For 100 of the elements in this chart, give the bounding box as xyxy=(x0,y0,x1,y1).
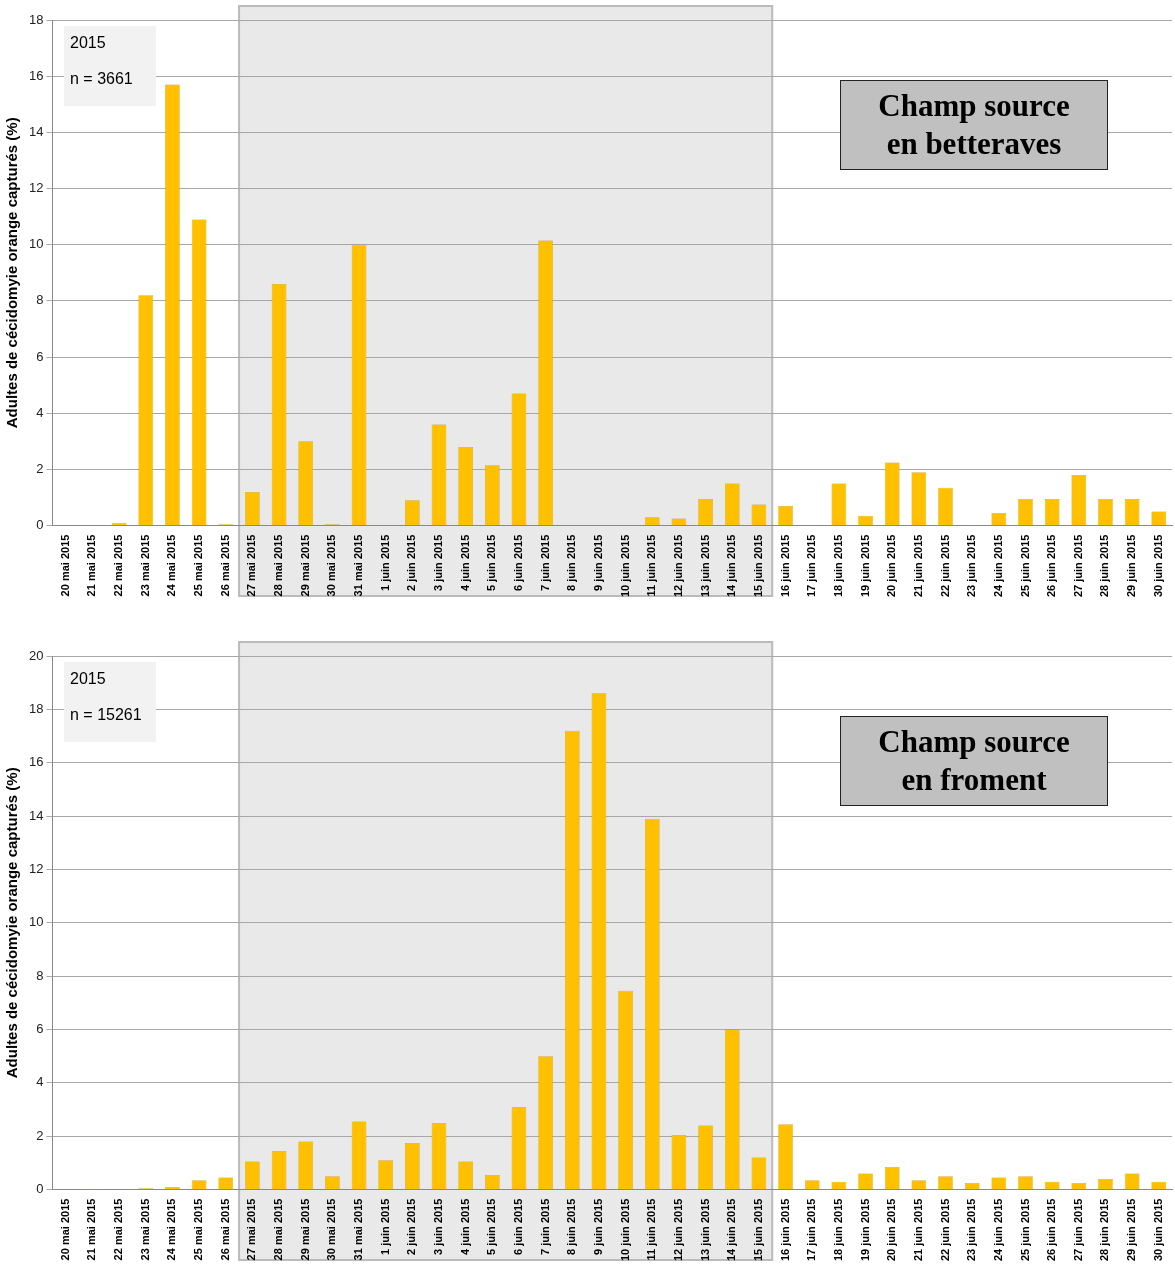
x-tick-label: 7 juin 2015 xyxy=(538,534,551,591)
y-tick-label: 8 xyxy=(36,967,44,983)
x-tick-label: 15 juin 2015 xyxy=(751,1198,764,1262)
x-tick-label: 2 juin 2015 xyxy=(405,1198,418,1255)
x-tick-label: 21 juin 2015 xyxy=(911,534,924,598)
x-tick-label: 22 juin 2015 xyxy=(938,1198,951,1262)
x-tick-label: 8 juin 2015 xyxy=(565,534,578,591)
x-tick-label: 28 juin 2015 xyxy=(1098,534,1111,598)
x-tick-label: 21 mai 2015 xyxy=(85,534,98,597)
x-tick-label: 19 juin 2015 xyxy=(858,534,871,598)
x-tick-label: 26 mai 2015 xyxy=(218,534,231,597)
y-tick-label: 0 xyxy=(36,517,44,533)
x-tick-label: 31 mai 2015 xyxy=(352,534,365,597)
x-tick-label: 17 juin 2015 xyxy=(805,1198,818,1262)
x-tick-label: 14 juin 2015 xyxy=(725,534,738,598)
x-tick-label: 24 juin 2015 xyxy=(991,1198,1004,1262)
x-tick-label: 4 juin 2015 xyxy=(458,534,471,591)
y-tick-label: 8 xyxy=(36,292,44,308)
annotation: n = 15261 xyxy=(70,706,143,724)
x-tick-label: 20 juin 2015 xyxy=(885,1198,898,1262)
x-tick-label: 3 juin 2015 xyxy=(432,1198,445,1255)
x-tick-label: 6 juin 2015 xyxy=(512,1198,525,1255)
x-tick-label: 10 juin 2015 xyxy=(618,534,631,598)
y-tick-label: 10 xyxy=(28,236,44,252)
x-tick-label: 9 juin 2015 xyxy=(591,534,604,591)
annotation: Champ source en froment xyxy=(877,723,1071,799)
y-tick-label: 18 xyxy=(28,11,44,27)
x-tick-label: 7 juin 2015 xyxy=(538,1198,551,1255)
x-tick-label: 24 mai 2015 xyxy=(165,1198,178,1261)
x-tick-label: 25 mai 2015 xyxy=(192,534,205,597)
x-tick-label: 13 juin 2015 xyxy=(698,534,711,598)
x-tick-label: 1 juin 2015 xyxy=(378,1198,391,1255)
x-tick-label: 11 juin 2015 xyxy=(645,534,658,597)
x-tick-label: 30 mai 2015 xyxy=(325,1198,338,1261)
y-tick-label: 12 xyxy=(28,180,44,196)
y-tick-label: 16 xyxy=(28,754,44,770)
x-tick-label: 27 juin 2015 xyxy=(1071,534,1084,598)
x-tick-label: 1 juin 2015 xyxy=(378,534,391,591)
x-tick-label: 9 juin 2015 xyxy=(591,1198,604,1255)
x-tick-label: 27 mai 2015 xyxy=(245,1198,258,1261)
x-tick-label: 6 juin 2015 xyxy=(512,534,525,591)
y-tick-label: 0 xyxy=(36,1181,44,1197)
annotation: 2015 xyxy=(70,34,107,52)
x-tick-label: 22 juin 2015 xyxy=(938,534,951,598)
y-tick-label: 14 xyxy=(28,123,44,139)
x-tick-label: 26 juin 2015 xyxy=(1045,534,1058,598)
x-tick-label: 12 juin 2015 xyxy=(671,534,684,598)
x-tick-label: 27 juin 2015 xyxy=(1071,1198,1084,1262)
x-tick-label: 28 mai 2015 xyxy=(272,1198,285,1261)
x-tick-label: 24 juin 2015 xyxy=(991,534,1004,598)
x-tick-label: 23 mai 2015 xyxy=(138,534,151,597)
x-tick-label: 16 juin 2015 xyxy=(778,1198,791,1262)
x-tick-label: 20 mai 2015 xyxy=(58,534,71,597)
x-tick-label: 16 juin 2015 xyxy=(778,534,791,598)
x-tick-label: 2 juin 2015 xyxy=(405,534,418,591)
y-tick-label: 20 xyxy=(28,647,44,663)
y-axis-title: Adultes de cécidomyie orange capturés (%) xyxy=(3,117,21,429)
y-axis-title: Adultes de cécidomyie orange capturés (%) xyxy=(3,767,21,1079)
y-tick-label: 16 xyxy=(28,67,44,83)
x-tick-label: 30 juin 2015 xyxy=(1151,1198,1164,1262)
x-tick-label: 19 juin 2015 xyxy=(858,1198,871,1262)
x-tick-label: 29 juin 2015 xyxy=(1125,534,1138,598)
x-tick-label: 23 mai 2015 xyxy=(138,1198,151,1261)
y-tick-label: 18 xyxy=(28,700,44,716)
x-tick-label: 30 juin 2015 xyxy=(1151,534,1164,598)
annotation: n = 3661 xyxy=(70,70,134,88)
annotation: 2015 xyxy=(70,670,107,688)
annotation: Champ source en betteraves xyxy=(877,87,1071,163)
x-tick-label: 21 mai 2015 xyxy=(85,1198,98,1261)
x-tick-label: 15 juin 2015 xyxy=(751,534,764,598)
x-tick-label: 10 juin 2015 xyxy=(618,1198,631,1262)
x-tick-label: 8 juin 2015 xyxy=(565,1198,578,1255)
x-tick-label: 13 juin 2015 xyxy=(698,1198,711,1262)
y-tick-label: 4 xyxy=(36,404,44,420)
x-tick-label: 23 juin 2015 xyxy=(965,534,978,598)
x-tick-label: 30 mai 2015 xyxy=(325,534,338,597)
x-tick-label: 5 juin 2015 xyxy=(485,1198,498,1255)
y-tick-label: 12 xyxy=(28,861,44,877)
x-tick-label: 18 juin 2015 xyxy=(831,1198,844,1262)
y-tick-label: 2 xyxy=(36,1127,44,1143)
x-tick-label: 18 juin 2015 xyxy=(831,534,844,598)
x-tick-label: 22 mai 2015 xyxy=(112,1198,125,1261)
x-tick-label: 11 juin 2015 xyxy=(645,1198,658,1261)
x-tick-label: 31 mai 2015 xyxy=(352,1198,365,1261)
x-tick-label: 17 juin 2015 xyxy=(805,534,818,598)
x-tick-label: 4 juin 2015 xyxy=(458,1198,471,1255)
x-tick-label: 25 juin 2015 xyxy=(1018,1198,1031,1262)
y-tick-label: 6 xyxy=(36,1021,44,1037)
x-tick-label: 29 mai 2015 xyxy=(298,1198,311,1261)
x-tick-label: 22 mai 2015 xyxy=(112,534,125,597)
x-tick-label: 12 juin 2015 xyxy=(671,1198,684,1262)
x-tick-label: 25 mai 2015 xyxy=(192,1198,205,1261)
x-tick-label: 28 juin 2015 xyxy=(1098,1198,1111,1262)
x-tick-label: 24 mai 2015 xyxy=(165,534,178,597)
y-tick-label: 4 xyxy=(36,1074,44,1090)
x-tick-label: 20 mai 2015 xyxy=(58,1198,71,1261)
y-tick-label: 10 xyxy=(28,914,44,930)
x-tick-label: 27 mai 2015 xyxy=(245,534,258,597)
x-tick-label: 25 juin 2015 xyxy=(1018,534,1031,598)
x-tick-label: 5 juin 2015 xyxy=(485,534,498,591)
